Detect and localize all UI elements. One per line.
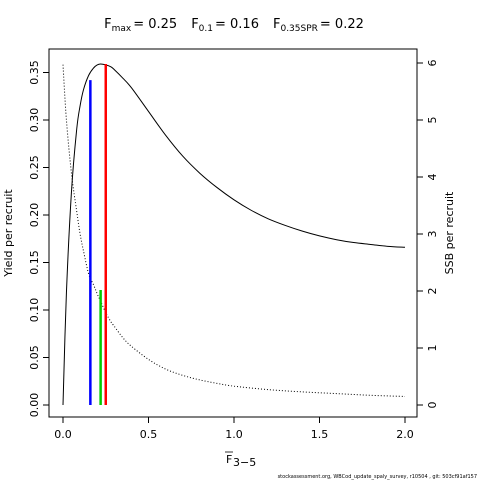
y-left-tick-label: 0.35 [28, 60, 41, 85]
title-fspr-label: F [273, 17, 280, 32]
x-tick-label: 2.0 [396, 428, 414, 441]
title-f01-value: = 0.16 [215, 17, 259, 32]
x-axis-label-sub: 3−5 [233, 456, 256, 469]
title-fspr-sub: 0.35SPR [280, 24, 317, 34]
title-fmax-sub: max [112, 24, 132, 34]
y-axis-label-right: SSB per recruit [443, 191, 456, 274]
y-right-tick-label: 2 [426, 288, 439, 295]
title-fmax-value: = 0.25 [133, 17, 177, 32]
footer-note: stockassessment.org, WBCod_update_spaly_… [278, 474, 477, 480]
chart-title: Fmax = 0.25 F0.1 = 0.16 F0.35SPR = 0.22 [104, 17, 364, 34]
y-left-tick-label: 0.00 [28, 393, 41, 418]
y-right-tick-label: 6 [426, 60, 439, 67]
y-left-tick-label: 0.15 [28, 250, 41, 275]
y-right-tick-label: 4 [426, 174, 439, 181]
x-tick-label: 0.5 [140, 428, 158, 441]
ssb-per-recruit-line [62, 64, 406, 397]
title-f01-sub: 0.1 [199, 24, 213, 34]
x-tick-label: 1.0 [225, 428, 243, 441]
title-fspr-value: = 0.22 [320, 17, 364, 32]
title-fmax-label: F [104, 17, 111, 32]
y-left-tick-label: 0.20 [28, 203, 41, 228]
x-axis-label: F 3−5 [225, 451, 256, 469]
y-left-tick-label: 0.05 [28, 345, 41, 370]
x-tick-label: 0.0 [54, 428, 72, 441]
y-right-tick-label: 3 [426, 231, 439, 238]
y-axis-label-left: Yield per recruit [2, 189, 15, 278]
y-right-tick-label: 5 [426, 117, 439, 124]
y-left-tick-label: 0.25 [28, 155, 41, 180]
y-left-tick-label: 0.10 [28, 298, 41, 323]
yield-per-recruit-line [62, 63, 406, 406]
plot-frame [48, 48, 418, 418]
x-tick-label: 1.5 [311, 428, 329, 441]
x-axis-label-main: F [226, 453, 232, 466]
y-right-tick-label: 0 [426, 402, 439, 409]
y-left-tick-label: 0.30 [28, 108, 41, 133]
chart-marks: 0.0 0.5 1.0 1.5 2.0 0.00 0.05 0.10 0.15 0.20 0.25 0… [28, 60, 439, 442]
y-right-tick-label: 1 [426, 345, 439, 352]
title-f01-label: F [191, 17, 198, 32]
